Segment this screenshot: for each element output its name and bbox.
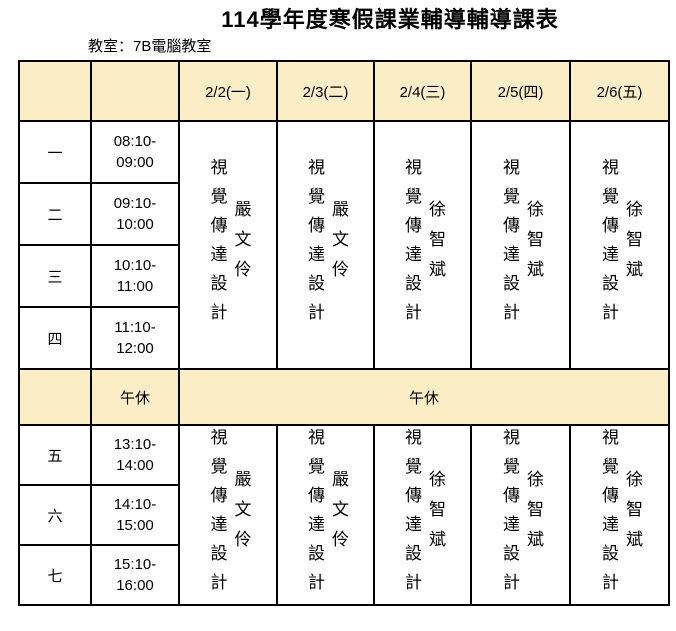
morning-row-2: 二 09:10-10:00 bbox=[18, 182, 669, 246]
afternoon-row-1: 五 13:10-14:00 視覺傳達設計 嚴文伶 視覺傳達設計 嚴文伶 視覺傳達… bbox=[18, 424, 670, 606]
lunch-time-label: 午休 bbox=[90, 368, 180, 426]
date-header-thu: 2/5(四) bbox=[470, 60, 571, 122]
period-label: 五 bbox=[18, 424, 92, 486]
classroom-label: 教室：7B電腦教室 bbox=[88, 38, 212, 55]
class-cell-morning-mon: 視覺傳達設計 嚴文伶 bbox=[178, 120, 278, 370]
date-header-fri: 2/6(五) bbox=[569, 60, 670, 122]
time-slot: 15:10-16:00 bbox=[90, 544, 180, 606]
teacher-name: 嚴文伶 bbox=[230, 470, 251, 560]
period-label: 一 bbox=[18, 120, 92, 184]
corner-cell-period bbox=[18, 60, 92, 122]
class-cell-morning-wed: 視覺傳達設計 徐智斌 bbox=[373, 120, 472, 370]
time-slot: 09:10-10:00 bbox=[90, 182, 180, 246]
morning-row-3: 三 10:10-11:00 bbox=[18, 244, 669, 308]
teacher-name: 徐智斌 bbox=[523, 200, 543, 290]
teacher-name: 徐智斌 bbox=[425, 200, 445, 290]
date-header-mon: 2/2(一) bbox=[178, 60, 278, 122]
lunch-empty-cell bbox=[18, 368, 92, 426]
class-cell-afternoon-wed: 視覺傳達設計 徐智斌 bbox=[373, 424, 472, 606]
teacher-name: 嚴文伶 bbox=[230, 200, 251, 290]
teacher-name: 徐智斌 bbox=[523, 470, 543, 560]
period-label: 七 bbox=[18, 544, 92, 606]
course-name: 視覺傳達設計 bbox=[206, 158, 227, 332]
course-name: 視覺傳達設計 bbox=[401, 158, 421, 332]
time-slot: 13:10-14:00 bbox=[90, 424, 180, 486]
lunch-span-label: 午休 bbox=[178, 368, 670, 426]
time-text: 14:10-15:00 bbox=[113, 496, 157, 534]
class-cell-afternoon-thu: 視覺傳達設計 徐智斌 bbox=[470, 424, 571, 606]
course-name: 視覺傳達設計 bbox=[304, 158, 324, 332]
date-header-wed: 2/4(三) bbox=[373, 60, 472, 122]
course-name: 視覺傳達設計 bbox=[401, 428, 421, 602]
schedule-table: 2/2(一) 2/3(二) 2/4(三) 2/5(四) 2/6(五) 一 08:… bbox=[18, 60, 670, 606]
time-slot: 11:10-12:00 bbox=[90, 306, 180, 370]
class-cell-morning-fri: 視覺傳達設計 徐智斌 bbox=[569, 120, 670, 370]
corner-cell-time bbox=[90, 60, 180, 122]
date-header-tue: 2/3(二) bbox=[276, 60, 375, 122]
teacher-name: 徐智斌 bbox=[622, 470, 642, 560]
period-label: 三 bbox=[18, 244, 92, 308]
course-name: 視覺傳達設計 bbox=[598, 428, 618, 602]
time-text: 08:10-09:00 bbox=[113, 133, 157, 171]
page-title: 114學年度寒假課業輔導輔導課表 bbox=[221, 7, 559, 32]
course-name: 視覺傳達設計 bbox=[499, 428, 519, 602]
teacher-name: 嚴文伶 bbox=[328, 200, 348, 290]
morning-row-1: 一 08:10-09:00 視覺傳達設計 嚴文伶 視覺傳達設計 嚴文伶 視覺傳達… bbox=[18, 120, 670, 370]
afternoon-row-3: 七 15:10-16:00 bbox=[18, 544, 669, 606]
time-slot: 10:10-11:00 bbox=[90, 244, 180, 308]
header-row: 2/2(一) 2/3(二) 2/4(三) 2/5(四) 2/6(五) bbox=[18, 60, 670, 122]
period-label: 二 bbox=[18, 182, 92, 246]
teacher-name: 徐智斌 bbox=[622, 200, 642, 290]
teacher-name: 徐智斌 bbox=[425, 470, 445, 560]
course-name: 視覺傳達設計 bbox=[499, 158, 519, 332]
time-text: 09:10-10:00 bbox=[113, 195, 157, 233]
period-label: 四 bbox=[18, 306, 92, 370]
course-name: 視覺傳達設計 bbox=[598, 158, 618, 332]
lunch-row: 午休 午休 bbox=[18, 368, 670, 426]
class-cell-afternoon-tue: 視覺傳達設計 嚴文伶 bbox=[276, 424, 375, 606]
morning-row-4: 四 11:10-12:00 bbox=[18, 306, 669, 370]
course-name: 視覺傳達設計 bbox=[206, 428, 227, 602]
period-label: 六 bbox=[18, 484, 92, 546]
class-cell-afternoon-mon: 視覺傳達設計 嚴文伶 bbox=[178, 424, 278, 606]
class-cell-afternoon-fri: 視覺傳達設計 徐智斌 bbox=[569, 424, 670, 606]
class-cell-morning-tue: 視覺傳達設計 嚴文伶 bbox=[276, 120, 375, 370]
time-text: 13:10-14:00 bbox=[113, 436, 157, 474]
teacher-name: 嚴文伶 bbox=[328, 470, 348, 560]
time-slot: 14:10-15:00 bbox=[90, 484, 180, 546]
course-name: 視覺傳達設計 bbox=[304, 428, 324, 602]
time-text: 11:10-12:00 bbox=[114, 319, 156, 357]
class-cell-morning-thu: 視覺傳達設計 徐智斌 bbox=[470, 120, 571, 370]
afternoon-row-2: 六 14:10-15:00 bbox=[18, 484, 669, 546]
time-slot: 08:10-09:00 bbox=[90, 120, 180, 184]
time-text: 10:10-11:00 bbox=[113, 257, 157, 295]
time-text: 15:10-16:00 bbox=[113, 556, 157, 594]
